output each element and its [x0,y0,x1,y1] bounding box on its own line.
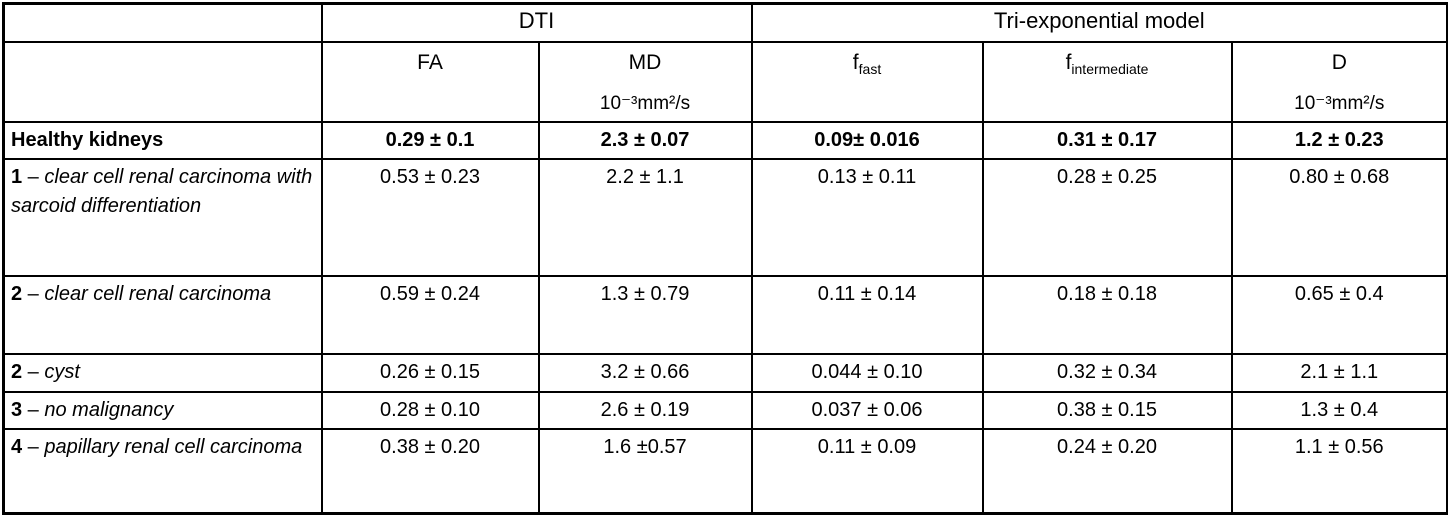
value-cell-f-intermediate: 0.38 ± 0.15 [981,391,1233,431]
col-f-intermediate-sub: intermediate [1071,60,1149,77]
row-label-cell: 4 – papillary renal cell carcinoma [2,428,323,515]
row-label-cell: 3 – no malignancy [2,391,323,431]
value-cell-fa: 0.38 ± 0.20 [320,428,540,515]
table-row-healthy-kidneys: Healthy kidneys 0.29 ± 0.1 2.3 ± 0.07 0.… [2,121,1448,161]
value-cell-d: 1.1 ± 0.56 [1230,428,1448,515]
value-cell-d: 0.80 ± 0.68 [1230,158,1448,278]
header-columns-row: FA MD 10⁻³mm²/s ffast fintermediate D [2,40,1448,124]
col-name-f-intermediate: fintermediate [990,49,1225,76]
value-cell-d: 0.65 ± 0.4 [1230,275,1448,356]
value-cell-fa: 0.53 ± 0.23 [320,158,540,278]
col-f-fast-sub: fast [858,60,882,77]
corner-empty-cell [2,2,323,43]
value-cell-d: 2.1 ± 1.1 [1230,353,1448,394]
row-label-desc: no malignancy [44,399,174,422]
row-label-cell: 2 – cyst [2,353,323,394]
value-cell-f-intermediate: 0.32 ± 0.34 [981,353,1233,394]
value-cell-d: 1.2 ± 0.23 [1230,121,1448,161]
row-label: Healthy kidneys [11,129,164,152]
row-label: 3 [11,399,23,422]
table-row-2-cyst: 2 – cyst 0.26 ± 0.15 3.2 ± 0.66 0.044 ± … [2,353,1448,394]
col-name-md: MD [546,49,745,76]
value-cell-md: 1.3 ± 0.79 [537,275,753,356]
value-cell-f-fast: 0.09± 0.016 [750,121,984,161]
row-label-cell: Healthy kidneys [2,121,323,161]
col-name-fa: FA [329,49,532,76]
row-label: 1 [11,166,23,189]
col-f-fast-base: f [852,50,859,74]
value-cell-f-intermediate: 0.24 ± 0.20 [981,428,1233,515]
value-cell-f-intermediate: 0.31 ± 0.17 [981,121,1233,161]
col-md-unit: 10⁻³mm²/s [599,92,691,114]
value-cell-fa: 0.26 ± 0.15 [320,353,540,394]
header-group-row: DTI Tri-exponential model [2,2,1448,43]
value-cell-fa: 0.28 ± 0.10 [320,391,540,431]
table-body: Healthy kidneys 0.29 ± 0.1 2.3 ± 0.07 0.… [2,121,1448,515]
row-label-cell: 1 – clear cell renal carcinoma with sarc… [2,158,323,278]
value-cell-md: 1.6 ±0.57 [537,428,753,515]
row-label-sep: – [22,399,45,422]
row-label-desc: clear cell renal carcinoma [44,283,272,306]
value-cell-f-fast: 0.037 ± 0.06 [750,391,984,431]
row-label: 2 [11,283,23,306]
value-cell-f-fast: 0.11 ± 0.09 [750,428,984,515]
value-cell-md: 3.2 ± 0.66 [537,353,753,394]
row-label: 4 [11,436,23,459]
value-cell-md: 2.3 ± 0.07 [537,121,753,161]
row-label-desc: clear cell renal carcinoma with sarcoid … [11,166,313,218]
value-cell-f-intermediate: 0.18 ± 0.18 [981,275,1233,356]
col-header-fa: FA [320,40,540,124]
row-label-desc: papillary renal cell carcinoma [44,436,303,459]
header-group-dti: DTI [320,2,753,43]
table-row-3-no-malignancy: 3 – no malignancy 0.28 ± 0.10 2.6 ± 0.19… [2,391,1448,431]
row-label-sep: – [22,166,45,189]
header-group-tri-exponential: Tri-exponential model [750,2,1448,43]
row-label-sep: – [22,436,45,459]
col-header-f-intermediate: fintermediate [981,40,1233,124]
col-f-intermediate-base: f [1065,50,1072,74]
row-label-sep: – [22,283,45,306]
col-header-md: MD 10⁻³mm²/s [537,40,753,124]
col-fa-base: FA [417,50,443,74]
value-cell-fa: 0.59 ± 0.24 [320,275,540,356]
table-row-2-ccrcc: 2 – clear cell renal carcinoma 0.59 ± 0.… [2,275,1448,356]
row-label-cell: 2 – clear cell renal carcinoma [2,275,323,356]
table-row-4-papillary-rcc: 4 – papillary renal cell carcinoma 0.38 … [2,428,1448,515]
value-cell-md: 2.6 ± 0.19 [537,391,753,431]
value-cell-f-fast: 0.11 ± 0.14 [750,275,984,356]
table-header: DTI Tri-exponential model FA MD 10⁻³mm²/… [2,2,1448,124]
col-md-base: MD [628,50,662,74]
value-cell-f-intermediate: 0.28 ± 0.25 [981,158,1233,278]
value-cell-f-fast: 0.13 ± 0.11 [750,158,984,278]
value-cell-d: 1.3 ± 0.4 [1230,391,1448,431]
col-name-d: D [1239,49,1441,76]
col-header-d: D 10⁻³mm²/s [1230,40,1448,124]
col-d-base: D [1331,50,1347,74]
col-name-f-fast: ffast [759,49,976,76]
value-cell-fa: 0.29 ± 0.1 [320,121,540,161]
col-header-f-fast: ffast [750,40,984,124]
value-cell-md: 2.2 ± 1.1 [537,158,753,278]
row-label-header-empty [2,40,323,124]
value-cell-f-fast: 0.044 ± 0.10 [750,353,984,394]
row-label: 2 [11,361,23,384]
row-label-desc: cyst [44,361,80,384]
table-row-1-ccrcc-sarcoid: 1 – clear cell renal carcinoma with sarc… [2,158,1448,278]
row-label-sep: – [22,361,45,384]
col-d-unit: 10⁻³mm²/s [1294,92,1385,114]
